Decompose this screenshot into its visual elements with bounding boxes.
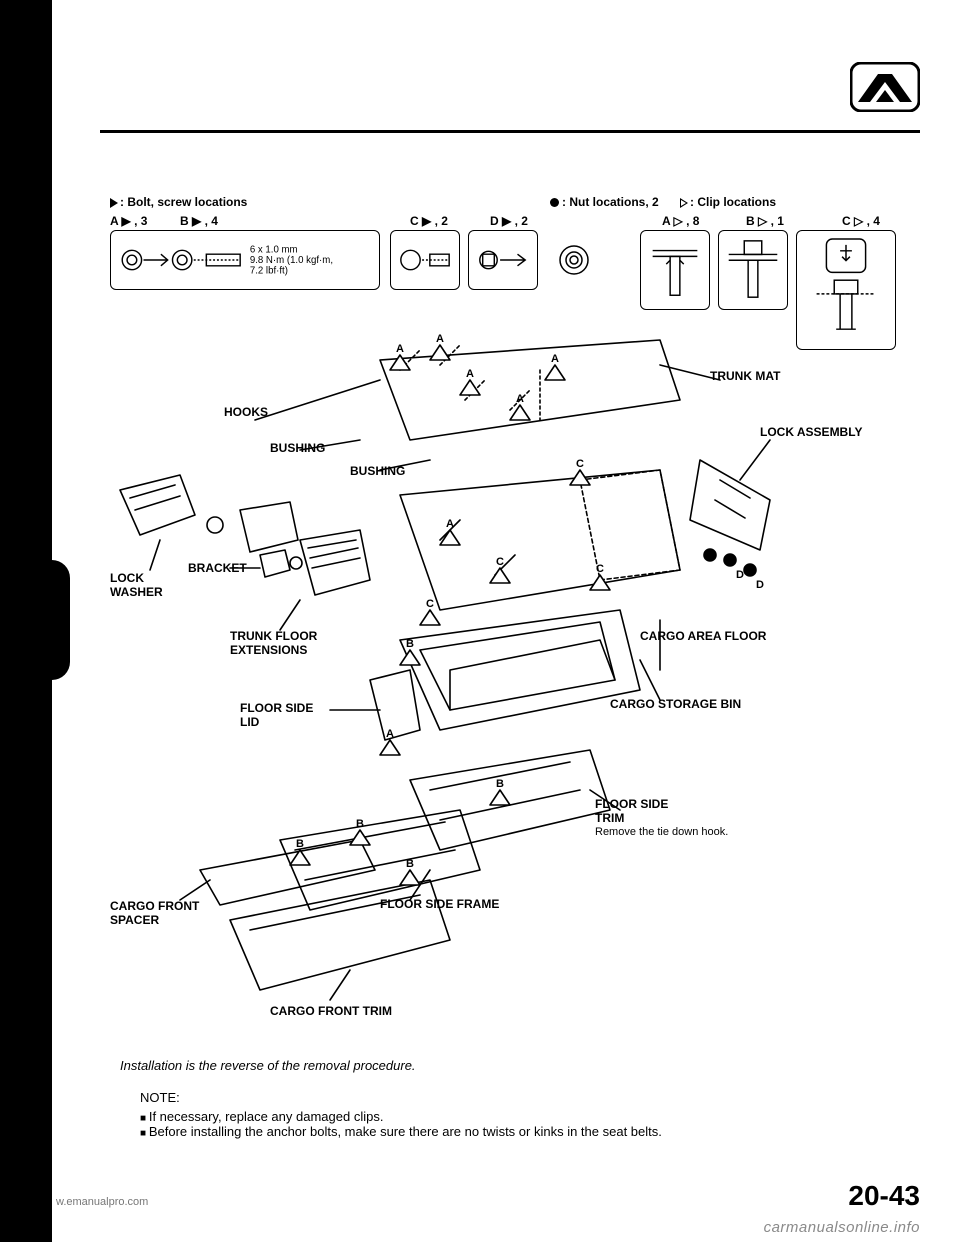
exploded-view: A A A A A C A C C B C A B B B B DD HOOKS BUSHIN… [100, 310, 920, 1030]
callout-trunk-floor-ext: TRUNK FLOOR EXTENSIONS [230, 630, 317, 658]
watermark-right: carmanualsonline.info [764, 1219, 920, 1236]
callout-lock-washer: LOCK WASHER [110, 572, 163, 600]
group-a-clip: A ▷ , 8 [662, 214, 699, 228]
page-number: 20-43 [848, 1180, 920, 1212]
fastener-box-c [390, 230, 460, 290]
page-content: : Bolt, screw locations : Nut locations,… [90, 0, 940, 1242]
nut-loc-label: : Nut locations, 2 [562, 195, 659, 209]
svg-text:A: A [551, 353, 559, 365]
group-a-bolt: A ▶ , 3 [110, 214, 147, 228]
svg-text:C: C [496, 556, 504, 568]
svg-text:B: B [406, 858, 414, 870]
torque-line2: 9.8 N·m (1.0 kgf·m, [250, 255, 333, 266]
callout-bushing: BUSHING [270, 442, 325, 456]
callout-bushing2: BUSHING [350, 465, 405, 479]
svg-text:A: A [516, 393, 524, 405]
callout-floor-side-lid: FLOOR SIDE LID [240, 702, 313, 730]
binding-notch [52, 560, 70, 680]
callout-hooks: HOOKS [224, 406, 268, 420]
callout-floor-side-trim: FLOOR SIDE TRIM [595, 798, 668, 826]
callout-cargo-area-floor: CARGO AREA FLOOR [640, 630, 766, 644]
svg-text:B: B [406, 638, 414, 650]
note-block: NOTE: If necessary, replace any damaged … [140, 1090, 662, 1139]
group-b-bolt: B ▶ , 4 [180, 214, 218, 228]
svg-text:A: A [446, 518, 454, 530]
svg-text:A: A [396, 343, 404, 355]
callout-cargo-storage-bin: CARGO STORAGE BIN [610, 698, 741, 712]
svg-text:C: C [576, 458, 584, 470]
callout-trunk-mat: TRUNK MAT [710, 370, 780, 384]
brand-logo-icon [850, 62, 920, 112]
watermark-left: w.emanualpro.com [56, 1196, 148, 1208]
fastener-box-nut [546, 230, 602, 290]
clip-loc-label: : Clip locations [690, 195, 776, 209]
svg-text:B: B [296, 838, 304, 850]
bolt-loc-label: : Bolt, screw locations [120, 195, 247, 209]
fastener-box-d [468, 230, 538, 290]
svg-text:A: A [466, 368, 474, 380]
svg-text:C: C [426, 598, 434, 610]
torque-line3: 7.2 lbf·ft) [250, 266, 288, 277]
svg-text:B: B [496, 778, 504, 790]
callout-bracket: BRACKET [188, 562, 247, 576]
fastener-box-clip-a [640, 230, 710, 310]
fastener-box-clip-b [718, 230, 788, 310]
svg-text:B: B [356, 818, 364, 830]
installation-note: Installation is the reverse of the remov… [120, 1058, 416, 1073]
group-b-clip: B ▷ , 1 [746, 214, 784, 228]
fastener-box-ab: 6 x 1.0 mm 9.8 N·m (1.0 kgf·m, 7.2 lbf·f… [110, 230, 380, 290]
header-rule [100, 130, 920, 133]
callout-cargo-front-trim: CARGO FRONT TRIM [270, 1005, 392, 1019]
svg-text:D: D [756, 579, 764, 591]
note-item-1: If necessary, replace any damaged clips. [140, 1109, 662, 1124]
binding-edge [0, 0, 52, 1242]
group-c-clip: C ▷ , 4 [842, 214, 880, 228]
torque-line1: 6 x 1.0 mm [250, 244, 298, 255]
note-item-2: Before installing the anchor bolts, make… [140, 1124, 662, 1139]
note-label: NOTE: [140, 1090, 662, 1105]
group-c-bolt: C ▶ , 2 [410, 214, 448, 228]
svg-text:C: C [596, 563, 604, 575]
group-d-bolt: D ▶ , 2 [490, 214, 528, 228]
callout-cargo-front-spacer: CARGO FRONT SPACER [110, 900, 199, 928]
svg-text:D: D [736, 569, 744, 581]
callout-lock-assembly: LOCK ASSEMBLY [760, 426, 862, 440]
callout-floor-side-frame: FLOOR SIDE FRAME [380, 898, 499, 912]
svg-text:A: A [386, 728, 394, 740]
exploded-svg: A A A A A C A C C B C A B B B B DD [100, 310, 920, 1030]
callout-floor-side-trim-note: Remove the tie down hook. [595, 826, 728, 839]
svg-text:A: A [436, 333, 444, 345]
